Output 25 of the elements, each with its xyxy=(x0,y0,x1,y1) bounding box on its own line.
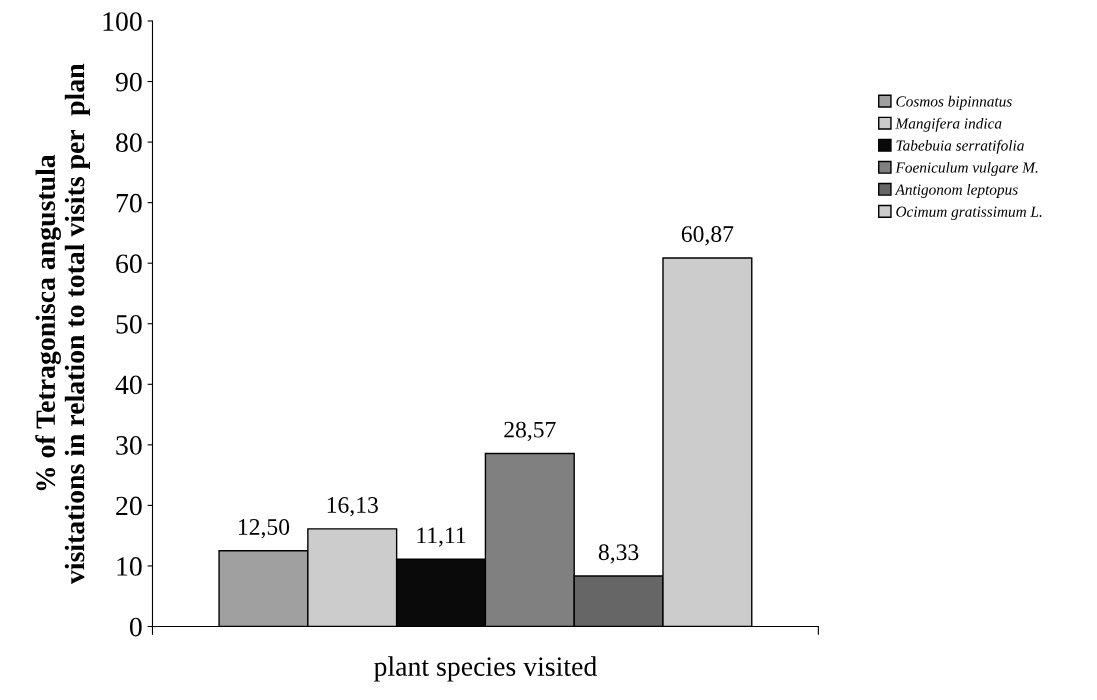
y-tick-label: 100 xyxy=(103,12,142,31)
legend-label: Foeniculum vulgare M. xyxy=(895,161,1038,176)
y-tick-label: 70 xyxy=(116,193,142,213)
legend-label: Antigonom leptopus xyxy=(894,184,1018,198)
data-label: 12,50 xyxy=(238,518,290,539)
y-tick-label: 90 xyxy=(115,72,142,92)
x-axis-title: plant species visited xyxy=(374,656,597,682)
y-axis-title: % of Tetragonisca angustula visitations in relation to total visits per plan xyxy=(35,63,90,585)
y-tick-label: 60 xyxy=(116,254,142,274)
legend-label: Cosmos bipinnatus xyxy=(896,95,1012,110)
data-label: 8,33 xyxy=(598,544,639,564)
y-tick-label: 40 xyxy=(115,375,142,395)
y-tick-label: 30 xyxy=(116,436,142,455)
y-tick-label: 0 xyxy=(129,617,142,637)
y-tick-label: 20 xyxy=(116,496,142,516)
legend-label: Tabebuia serratifolia xyxy=(896,139,1024,154)
legend-label: Ocimum gratissimum L. xyxy=(896,206,1042,220)
data-label: 11,11 xyxy=(417,527,466,547)
y-tick-label: 50 xyxy=(116,314,142,334)
y-tick-label: 80 xyxy=(116,133,142,153)
data-label: 16,13 xyxy=(327,497,378,517)
legend-label: Mangifera indica xyxy=(895,117,1002,132)
data-label: 28,57 xyxy=(504,421,556,441)
y-tick-label: 10 xyxy=(117,557,142,576)
data-label: 60,87 xyxy=(681,226,734,246)
